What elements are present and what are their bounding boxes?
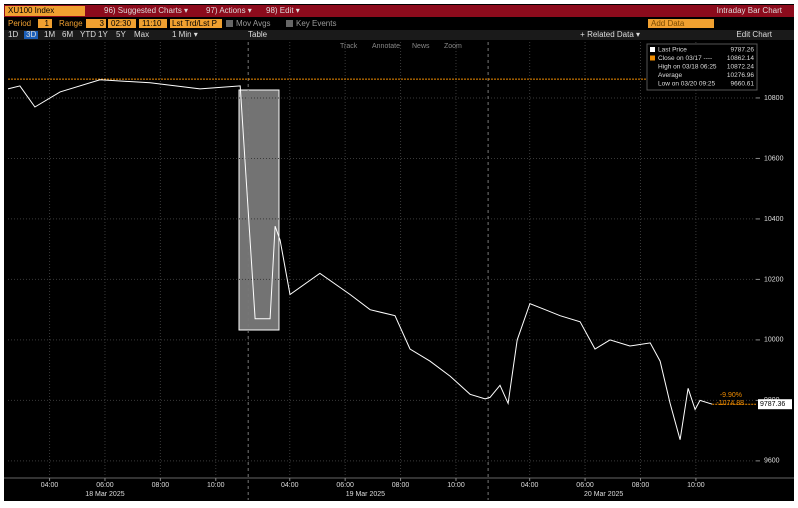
tool[interactable]: Annotate: [372, 43, 400, 50]
change-pct: -9.90%: [720, 392, 742, 399]
x-tick-label: 08:00: [392, 482, 410, 489]
legend-value: 10862.14: [727, 55, 754, 62]
field[interactable]: [170, 19, 222, 28]
tool[interactable]: Track: [340, 43, 358, 50]
field-value[interactable]: 3: [100, 19, 105, 28]
last-tag: 9787.36: [760, 401, 785, 408]
range-button[interactable]: 6M: [62, 30, 73, 39]
checkbox[interactable]: [286, 20, 293, 27]
legend-label: Low on 03/20 09:25: [658, 81, 715, 88]
field-value[interactable]: 11:10: [142, 19, 162, 28]
x-tick-label: 04:00: [521, 482, 539, 489]
table[interactable]: Table: [248, 30, 268, 39]
range-button[interactable]: 1D: [8, 30, 18, 39]
edit-chart[interactable]: Edit Chart: [736, 30, 772, 39]
highlight-box: [238, 89, 280, 331]
range-button[interactable]: YTD: [80, 30, 96, 39]
field[interactable]: [86, 19, 106, 28]
y-tick-label: 10200: [764, 276, 784, 283]
field[interactable]: [648, 19, 714, 28]
x-tick-label: 04:00: [41, 482, 59, 489]
range-button[interactable]: 5Y: [116, 30, 126, 39]
range-button[interactable]: 1M: [44, 30, 55, 39]
legend-box: [646, 43, 758, 91]
last-tag-box: [758, 399, 792, 410]
legend-label: High on 03/18 06:25: [658, 64, 717, 71]
field[interactable]: [38, 19, 52, 28]
x-tick-label: 10:00: [687, 482, 705, 489]
option[interactable]: Mov Avgs: [236, 19, 271, 28]
change: -1074.88: [716, 400, 744, 407]
x-tick-label: 08:00: [152, 482, 170, 489]
tool[interactable]: Zoom: [444, 43, 462, 50]
menu[interactable]: 98) Edit ▾: [266, 6, 300, 15]
legend-value: 10872.24: [727, 64, 754, 71]
field[interactable]: [139, 19, 167, 28]
legend-value: 9660.61: [731, 81, 755, 88]
label: Period: [8, 19, 31, 28]
y-tick-label: 9600: [764, 458, 780, 465]
range-button[interactable]: 1Y: [98, 30, 108, 39]
related-data[interactable]: + Related Data ▾: [580, 30, 640, 39]
x-tick-label: 10:00: [447, 482, 465, 489]
field[interactable]: [108, 19, 136, 28]
add-data[interactable]: Add Data: [651, 19, 685, 28]
y-tick-label: 10000: [764, 337, 784, 344]
x-tick-label: 06:00: [96, 482, 114, 489]
menu[interactable]: 97) Actions ▾: [206, 6, 252, 15]
security[interactable]: XU100 Index: [8, 6, 54, 15]
date-label: 18 Mar 2025: [85, 491, 124, 498]
legend-value: 10276.96: [727, 72, 754, 79]
range-selected: [24, 31, 38, 39]
field-value[interactable]: Lst Trd/Lst P: [172, 19, 217, 28]
x-tick-label: 06:00: [336, 482, 354, 489]
legend-swatch: [650, 55, 655, 61]
interval[interactable]: 1 Min ▾: [172, 30, 198, 39]
checkbox[interactable]: [226, 20, 233, 27]
legend-label: Close on 03/17 ----: [658, 55, 712, 62]
range-button[interactable]: Max: [134, 30, 149, 39]
tool[interactable]: News: [412, 43, 430, 50]
title-bar: [4, 5, 794, 17]
date-label: 20 Mar 2025: [584, 491, 623, 498]
legend-label: Last Price: [658, 47, 687, 54]
legend-value: 9787.26: [731, 47, 755, 54]
x-tick-label: 06:00: [576, 482, 594, 489]
price-line: [7, 79, 713, 440]
label: Range: [59, 19, 83, 28]
legend-label: Average: [658, 72, 682, 79]
view-name: Intraday Bar Chart: [717, 6, 783, 15]
option[interactable]: Key Events: [296, 19, 336, 28]
security-box[interactable]: [5, 6, 85, 16]
x-tick-label: 04:00: [281, 482, 299, 489]
date-label: 19 Mar 2025: [346, 491, 385, 498]
range-bar: [4, 30, 794, 40]
x-tick-label: 08:00: [632, 482, 650, 489]
field-value[interactable]: 02:30: [111, 19, 132, 28]
y-tick-label: 10600: [764, 155, 784, 162]
y-tick-label: 10800: [764, 95, 784, 102]
field-value[interactable]: 1: [45, 19, 50, 28]
x-tick-label: 10:00: [207, 482, 225, 489]
range-button[interactable]: 3D: [26, 30, 36, 39]
y-tick-label: 10400: [764, 216, 784, 223]
legend-swatch: [650, 47, 655, 52]
menu[interactable]: 96) Suggested Charts ▾: [104, 6, 188, 15]
